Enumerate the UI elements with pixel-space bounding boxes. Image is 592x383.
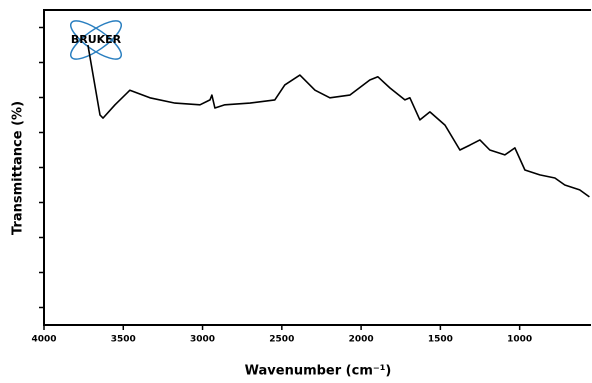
x-tick-label: 2000 xyxy=(349,335,374,345)
x-tick-label: 3500 xyxy=(111,335,136,345)
x-tick-label: 1500 xyxy=(428,335,453,345)
x-axis-label: Wavenumber (cm⁻¹) xyxy=(245,364,392,379)
logo-text: BRUKER xyxy=(71,33,122,46)
logo xyxy=(70,20,122,60)
x-tick-label: 3000 xyxy=(190,335,215,345)
x-tick-label: 4000 xyxy=(31,335,56,345)
logo-orbit xyxy=(70,20,122,60)
y-axis-label: Transmittance (%) xyxy=(11,101,26,235)
logo-orbit xyxy=(70,20,122,60)
x-tick-label: 1000 xyxy=(507,335,532,345)
axis-frame xyxy=(43,9,591,326)
spectrum-line xyxy=(87,44,590,198)
x-tick-label: 2500 xyxy=(269,335,294,345)
